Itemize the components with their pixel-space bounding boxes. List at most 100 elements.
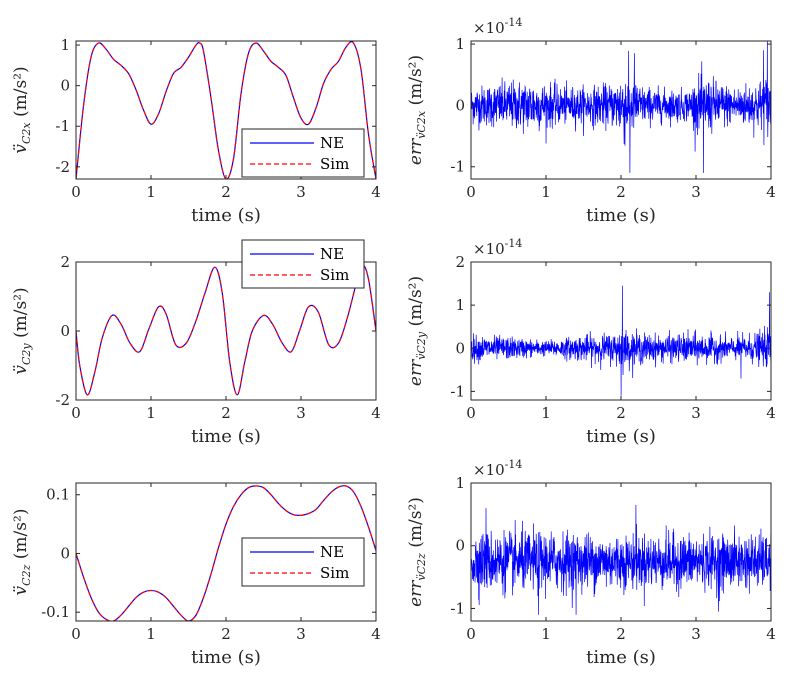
y-axis-label-units: (m/s²) <box>406 55 426 111</box>
y-axis-label-symbol: err <box>406 580 426 607</box>
x-tick-label: 2 <box>221 625 231 643</box>
x-tick-label: 0 <box>466 625 476 643</box>
series-line-sim <box>76 264 376 396</box>
legend-label-sim: Sim <box>320 564 349 582</box>
x-tick-label: 2 <box>616 625 626 643</box>
y-axis-label: errv̈C2y (m/s²) <box>406 276 428 386</box>
x-tick-label: 0 <box>71 625 81 643</box>
series-line-err <box>471 41 771 173</box>
series-line-err <box>471 504 771 615</box>
series-line-sim <box>76 41 376 179</box>
y-tick-label: -2 <box>55 158 70 176</box>
y-tick-label: 2 <box>60 253 70 271</box>
y-tick-label: -0.1 <box>41 603 70 621</box>
y-axis-label-units: (m/s²) <box>406 276 426 332</box>
y-axis-label: v̈C2y (m/s²) <box>11 287 33 374</box>
x-tick-label: 3 <box>691 183 701 201</box>
x-tick-label: 1 <box>146 183 156 201</box>
series-group <box>76 485 376 621</box>
x-tick-label: 0 <box>466 183 476 201</box>
y-tick-label: 0 <box>60 322 70 340</box>
y-axis-label-units: (m/s²) <box>11 66 31 122</box>
y-axis-label-subscript: v̈C2x <box>415 110 428 139</box>
series-group <box>76 41 376 179</box>
plot-accel-c2x: 0 1 2 3 4 -2 -1 0 1 time (s) v̈C2x (m/s²) NE Sim <box>11 36 381 226</box>
x-tick-label: 2 <box>616 183 626 201</box>
legend-label-ne: NE <box>320 134 344 152</box>
x-tick-label: 1 <box>541 183 551 201</box>
y-axis-label-symbol: err <box>406 359 426 386</box>
x-tick-label: 1 <box>541 625 551 643</box>
y-axis-label-subscript: C2y <box>20 343 33 365</box>
exponent-label: ×10-14 <box>473 458 522 479</box>
x-tick-label: 3 <box>296 404 306 422</box>
y-axis-label-subscript: C2z <box>20 564 33 585</box>
x-tick-label: 2 <box>221 183 231 201</box>
x-tick-label: 1 <box>541 404 551 422</box>
x-axis-label: time (s) <box>191 426 261 447</box>
legend-box <box>241 239 365 289</box>
x-tick-label: 3 <box>296 183 306 201</box>
y-tick-label: 0 <box>455 537 465 555</box>
x-tick-label: 3 <box>691 625 701 643</box>
exponent-base: ×10 <box>473 461 505 479</box>
exponent-power: -14 <box>505 458 523 471</box>
x-tick-label: 0 <box>71 183 81 201</box>
y-tick-label: 2 <box>455 253 465 271</box>
y-axis-label-symbol: v̈ <box>11 365 31 375</box>
y-axis-label: v̈C2x (m/s²) <box>11 66 33 153</box>
y-tick-label: 0 <box>60 77 70 95</box>
x-tick-label: 2 <box>616 404 626 422</box>
legend-box <box>241 537 365 587</box>
y-axis-label-subscript: C2x <box>20 122 33 144</box>
y-tick-label: -2 <box>55 391 70 409</box>
y-tick-label: 1 <box>455 296 465 314</box>
series-group <box>76 264 376 396</box>
legend-label-sim: Sim <box>320 155 349 173</box>
x-axis-label: time (s) <box>586 647 656 668</box>
x-tick-label: 3 <box>691 404 701 422</box>
legend-box <box>241 128 365 178</box>
x-axis-label: time (s) <box>586 205 656 226</box>
y-axis-label-symbol: err <box>406 138 426 165</box>
y-axis-label-units: (m/s²) <box>406 497 426 553</box>
y-tick-label: 0 <box>60 544 70 562</box>
y-tick-label: -1 <box>450 599 465 617</box>
x-tick-label: 3 <box>296 625 306 643</box>
exponent-label: ×10-14 <box>473 16 522 37</box>
series-line-sim <box>76 485 376 621</box>
exponent-power: -14 <box>505 237 523 250</box>
legend-label-ne: NE <box>320 543 344 561</box>
y-axis-label: errv̈C2z (m/s²) <box>406 497 428 607</box>
x-tick-label: 4 <box>371 183 381 201</box>
legend-label-ne: NE <box>320 245 344 263</box>
y-tick-label: 0 <box>455 96 465 114</box>
x-axis-label: time (s) <box>191 205 261 226</box>
x-axis-label: time (s) <box>586 426 656 447</box>
y-axis-label-subscript: v̈C2y <box>415 331 428 360</box>
exponent-base: ×10 <box>473 19 505 37</box>
series-group <box>471 285 771 396</box>
x-tick-label: 4 <box>371 625 381 643</box>
y-tick-label: 1 <box>60 36 70 54</box>
y-axis-label-symbol: v̈ <box>11 144 31 154</box>
y-tick-label: -1 <box>55 117 70 135</box>
x-tick-label: 1 <box>146 404 156 422</box>
x-tick-label: 0 <box>466 404 476 422</box>
y-axis-label-subscript: v̈C2z <box>415 553 428 581</box>
x-axis-label: time (s) <box>191 647 261 668</box>
x-tick-label: 0 <box>71 404 81 422</box>
exponent-base: ×10 <box>473 240 505 258</box>
series-line-err <box>471 285 771 396</box>
exponent-label: ×10-14 <box>473 237 522 258</box>
y-axis-label-symbol: v̈ <box>11 585 31 595</box>
y-tick-label: -1 <box>450 158 465 176</box>
y-axis-label-units: (m/s²) <box>11 287 31 343</box>
x-tick-label: 4 <box>766 183 776 201</box>
series-group <box>471 504 771 615</box>
